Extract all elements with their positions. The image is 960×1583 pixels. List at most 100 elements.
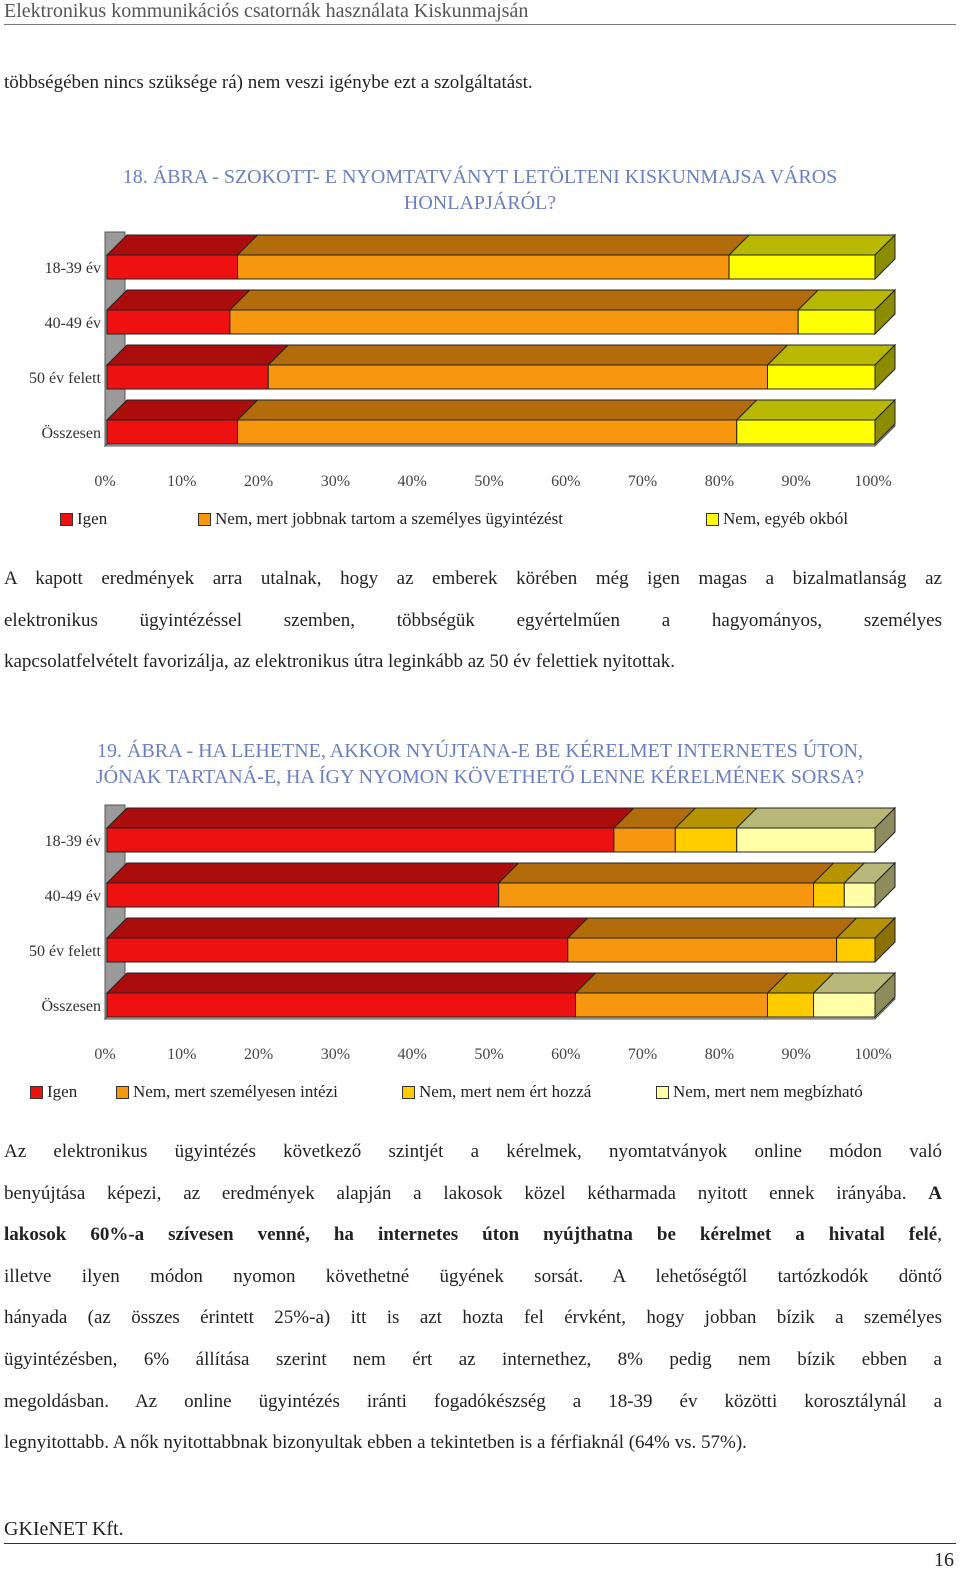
paragraph-line: megoldásban. Az online ügyintézés iránti… — [4, 1381, 942, 1423]
legend-label: Igen — [47, 1082, 78, 1101]
intro-paragraph: többségében nincs szüksége rá) nem veszi… — [4, 62, 942, 104]
figure18-chart: 18-39 év 40-49 év 50 év felett Összesen 0% 10… — [29, 231, 897, 490]
x-tick-label: 30% — [321, 473, 350, 490]
legend-item: Nem, mert nem megbízható — [656, 1082, 863, 1102]
bar-segment — [813, 992, 876, 1018]
category-label: 50 év felett — [29, 370, 102, 387]
legend-item: Nem, mert nem ért hozzá — [402, 1082, 591, 1102]
figure19-chart: 18-39 év 40-49 év 50 év felett Összesen 0% 10… — [29, 804, 897, 1063]
x-tick-label: 50% — [474, 1046, 503, 1063]
x-tick-label: 70% — [628, 473, 657, 490]
bar-segment — [674, 827, 738, 853]
bar-top-face — [735, 399, 897, 421]
bar-top-face — [228, 289, 820, 311]
x-tick-label: 50% — [474, 473, 503, 490]
figure18-title-line: 18. ÁBRA - SZOKOTT- E NYOMTATVÁNYT LETÖL… — [122, 166, 838, 188]
bar-segment — [106, 992, 576, 1018]
legend-label: Igen — [77, 509, 108, 528]
category-label: 18-39 év — [45, 260, 101, 277]
bar-segment — [613, 827, 676, 853]
paragraph-line: ügyintézésben, 6% állítása szerint nem é… — [4, 1339, 942, 1381]
x-tick-label: 90% — [782, 1046, 811, 1063]
bar-top-face — [497, 862, 835, 884]
legend-item: Igen — [30, 1082, 77, 1102]
x-tick-label: 10% — [167, 1046, 196, 1063]
text-run: , — [937, 1224, 942, 1246]
bold-text: lakosok 60%-a szívesen venné, ha interne… — [4, 1224, 938, 1246]
figure18-title-line: HONLAPJÁRÓL? — [403, 192, 557, 214]
bold-text: A — [928, 1182, 942, 1204]
figure19-legend: Igen Nem, mert személyesen intézi Nem, mer… — [0, 1082, 960, 1106]
x-tick-label: 0% — [94, 1046, 115, 1063]
bar-top-face — [105, 807, 636, 829]
bar-segment — [106, 827, 615, 853]
bar-segment — [567, 937, 838, 963]
bar-segment — [498, 882, 815, 908]
legend-label: Nem, mert nem ért hozzá — [419, 1082, 592, 1101]
paragraph-results: A kapott eredmények arra utalnak, hogy a… — [4, 558, 942, 683]
text-run: benyújtása képezi, az eredmények alapján… — [4, 1182, 929, 1204]
text-run: hányada (az összes érintett 25%-a) itt i… — [4, 1307, 942, 1329]
header-rule — [4, 24, 956, 25]
header-title: Elektronikus kommunikációs csatornák has… — [4, 0, 529, 22]
figure19-title-line: JÓNAK TARTANÁ-E, HA ÍGY NYOMON KÖVETHETŐ… — [95, 766, 865, 788]
bar-segment — [229, 309, 799, 335]
bar-segment — [574, 992, 768, 1018]
bar-top-face — [566, 917, 858, 939]
bar-top-face — [105, 972, 597, 994]
bar-top-face — [105, 862, 520, 884]
text-run: megoldásban. Az online ügyintézés iránti… — [4, 1390, 942, 1412]
legend-swatch — [706, 512, 719, 526]
category-label: 18-39 év — [45, 833, 101, 850]
bar-top-face — [105, 344, 290, 366]
paragraph-line: lakosok 60%-a szívesen venné, ha interne… — [4, 1214, 942, 1256]
bar-top-face — [105, 917, 590, 939]
category-label: 50 év felett — [29, 943, 102, 960]
bar-segment — [106, 309, 231, 335]
bar-segment — [736, 419, 876, 445]
x-tick-label: 20% — [244, 1046, 273, 1063]
category-label: Összesen — [41, 424, 101, 442]
bar-segment — [766, 992, 815, 1018]
bar-segment — [106, 419, 239, 445]
bar-segment — [106, 254, 239, 280]
paragraph-line: többségében nincs szüksége rá) nem veszi… — [4, 72, 533, 93]
legend-swatch — [656, 1085, 669, 1099]
figure18-title: 18. ÁBRA - SZOKOTT- E NYOMTATVÁNYT LETÖL… — [0, 164, 960, 216]
bar-segment — [797, 309, 876, 335]
bar-top-face — [735, 807, 897, 829]
bar-segment — [106, 364, 269, 390]
paragraph-line: kapcsolatfelvételt favorizálja, az elekt… — [4, 651, 676, 673]
legend-swatch — [60, 512, 73, 526]
x-tick-label: 90% — [782, 473, 811, 490]
x-tick-label: 20% — [244, 473, 273, 490]
paragraph-line: A kapott eredmények arra utalnak, hogy a… — [4, 568, 942, 589]
legend-swatch — [116, 1085, 129, 1099]
x-tick-label: 70% — [628, 1046, 657, 1063]
category-label: Összesen — [41, 997, 101, 1015]
category-label: 40-49 év — [45, 315, 101, 332]
x-tick-label: 60% — [551, 1046, 580, 1063]
legend-label: Nem, mert személyesen intézi — [133, 1082, 338, 1101]
legend-swatch — [402, 1085, 415, 1099]
x-tick-label: 100% — [854, 473, 891, 490]
bar-segment — [237, 254, 730, 280]
bar-segment — [836, 937, 876, 963]
page-number: 16 — [934, 1549, 954, 1571]
bar-top-face — [236, 399, 758, 421]
bar-top-face — [766, 344, 897, 366]
figure18-legend: Igen Nem, mert jobbnak tartom a személyes… — [0, 509, 960, 533]
legend-swatch — [30, 1085, 43, 1099]
footer-rule — [4, 1543, 956, 1544]
paragraph-line: elektronikus ügyintézéssel szemben, több… — [4, 609, 942, 631]
bar-top-face — [267, 344, 789, 366]
text-run: Az elektronikus ügyintézés következő szi… — [4, 1141, 942, 1162]
x-tick-label: 80% — [705, 473, 734, 490]
bar-segment — [267, 364, 768, 390]
legend-item: Igen — [60, 509, 107, 529]
bar-top-face — [236, 234, 751, 256]
legend-label: Nem, egyéb okból — [723, 509, 849, 528]
figure19-title: 19. ÁBRA - HA LEHETNE, AKKOR NYÚJTANA-E … — [0, 738, 960, 790]
bar-segment — [728, 254, 876, 280]
text-run: legnyitottabb. A nők nyitottabbnak bizon… — [4, 1432, 747, 1454]
